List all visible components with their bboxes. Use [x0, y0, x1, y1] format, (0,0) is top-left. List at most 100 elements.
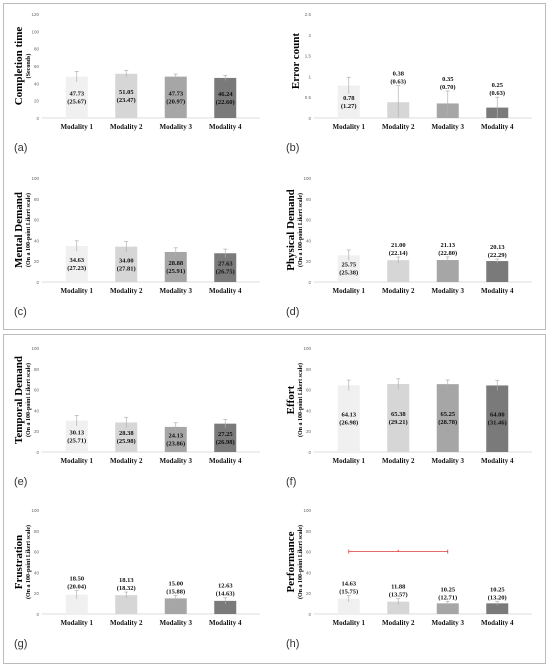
x-tick-label: Modality 4: [481, 619, 514, 627]
y-tick-label: 80: [34, 197, 40, 202]
bar-4: [214, 600, 237, 614]
error-bar-3: [173, 422, 178, 432]
data-label-sd: (28.78): [438, 419, 457, 426]
x-tick-label: Modality 3: [160, 123, 193, 131]
data-label: 25.75: [341, 262, 356, 269]
data-label: 30.13: [69, 429, 84, 436]
y-axis-subtitle: (On a 100-point Likert scale): [26, 193, 32, 267]
error-bar-2: [396, 256, 401, 264]
bar-3: [164, 76, 187, 118]
bar-3: [164, 426, 187, 452]
data-label: 18.13: [119, 577, 134, 584]
bar-2: [387, 384, 410, 452]
y-tick-label: 40: [34, 238, 40, 243]
data-label-sd: (0.63): [390, 79, 406, 86]
panel-label: (f): [286, 476, 297, 488]
y-axis-title: Effort: [285, 385, 297, 415]
panel-label: (b): [286, 142, 300, 154]
data-label: 10.25: [490, 586, 505, 593]
chart-panel-f: 0 20 40 60 80 100 64.13 (26.98) Modality 1 65.38(…: [282, 340, 542, 490]
error-bar-3: [173, 73, 178, 80]
y-tick-label: 20: [306, 429, 312, 434]
x-tick-label: Modality 1: [333, 123, 366, 131]
error-bar-3: [173, 594, 178, 602]
x-tick-label: Modality 4: [209, 123, 242, 131]
y-tick-label: 0: [36, 116, 39, 121]
panel-label: (h): [286, 638, 300, 650]
y-tick-label: 20: [34, 429, 40, 434]
chart-panel-b: 0 0.5 1 1.5 2 2.5 0.78 (1.27) Modality 1 0.38 (0.6…: [282, 6, 542, 156]
x-tick-label: Modality 3: [160, 287, 193, 295]
x-tick-label: Modality 3: [432, 619, 465, 627]
data-label-sd: (22.14): [389, 250, 408, 257]
y-tick-label: 0: [308, 280, 311, 285]
y-tick-label: 1.5: [305, 54, 312, 59]
x-tick-label: Modality 3: [432, 457, 465, 465]
error-bar-3: [173, 247, 178, 257]
x-tick-label: Modality 1: [333, 619, 366, 627]
y-tick-label: 0: [308, 450, 311, 455]
data-label-sd: (25.71): [67, 437, 86, 444]
data-label: 47.73: [69, 90, 84, 97]
bar-3: [436, 603, 459, 614]
error-bar-4: [495, 258, 500, 264]
y-axis-title: Temporal Demand: [13, 356, 25, 444]
x-tick-label: Modality 2: [382, 619, 415, 627]
y-tick-label: 100: [303, 508, 311, 513]
y-axis-label: Error count: [290, 6, 302, 116]
y-axis-label: Effort (On a 100-point Likert scale): [285, 345, 306, 455]
data-label-sd: (20.04): [67, 584, 86, 591]
data-label: 64.13: [341, 412, 356, 419]
bar-4: [486, 385, 509, 452]
data-label-sd: (14.63): [216, 591, 235, 598]
y-tick-label: 80: [34, 529, 40, 534]
y-tick-label: 60: [34, 388, 40, 393]
data-label: 64.00: [490, 412, 505, 419]
y-tick-label: 80: [34, 367, 40, 372]
data-label: 34.00: [119, 257, 134, 264]
data-label-sd: (26.98): [339, 420, 358, 427]
error-bar-3: [445, 256, 450, 264]
chart-panel-d: 0 20 40 60 80 100 25.75 (25.38) Modality 1 21.00(…: [282, 170, 542, 320]
y-tick-label: 60: [306, 388, 312, 393]
y-tick-label: 60: [34, 64, 40, 69]
data-label: 46.24: [218, 91, 233, 98]
y-tick-label: 0: [308, 612, 311, 617]
y-axis-subtitle: (On a 100-point Likert scale): [298, 525, 304, 599]
data-label: 65.38: [391, 411, 406, 418]
x-tick-label: Modality 3: [160, 457, 193, 465]
bar-2: [387, 260, 410, 282]
significance-bracket: *: [348, 550, 449, 556]
chart-panel-e: 0 20 40 60 80 100 30.13 (25.71) Modality 1 28.38(…: [10, 340, 270, 490]
data-label-sd: (0.63): [489, 90, 505, 97]
y-tick-label: 0: [36, 450, 39, 455]
y-tick-label: 0: [36, 280, 39, 285]
y-tick-label: 40: [306, 238, 312, 243]
y-tick-label: 0: [308, 116, 311, 121]
x-tick-label: Modality 2: [382, 457, 415, 465]
y-tick-label: 40: [306, 570, 312, 575]
y-axis-label: Performance (On a 100-point Likert scale): [285, 507, 306, 617]
y-tick-label: 1: [308, 74, 311, 79]
data-label-sd: (18.32): [117, 585, 136, 592]
error-bar-1: [346, 595, 351, 602]
bar-4: [486, 261, 509, 282]
data-label-sd: (31.46): [488, 420, 507, 427]
error-bar-4: [495, 379, 500, 391]
error-bar-1: [346, 249, 351, 261]
panel-label: (d): [286, 306, 300, 318]
bar-1: [65, 420, 88, 452]
y-tick-label: 20: [34, 259, 40, 264]
bar-3: [164, 598, 187, 614]
bar-4: [214, 253, 237, 282]
y-axis-label: Temporal Demand (On a 100-point Likert sc…: [13, 345, 34, 455]
data-label: 24.13: [168, 432, 183, 439]
bar-1: [337, 255, 360, 282]
y-axis-label: Physical Demand (On a 100-point Likert sc…: [285, 175, 306, 285]
chart-panel-c: 0 20 40 60 80 100 34.63 (27.23) Modality 1 34.00(…: [10, 170, 270, 320]
data-label-sd: (0.70): [440, 84, 456, 91]
x-tick-label: Modality 3: [160, 619, 193, 627]
data-label: 21.13: [440, 242, 455, 249]
